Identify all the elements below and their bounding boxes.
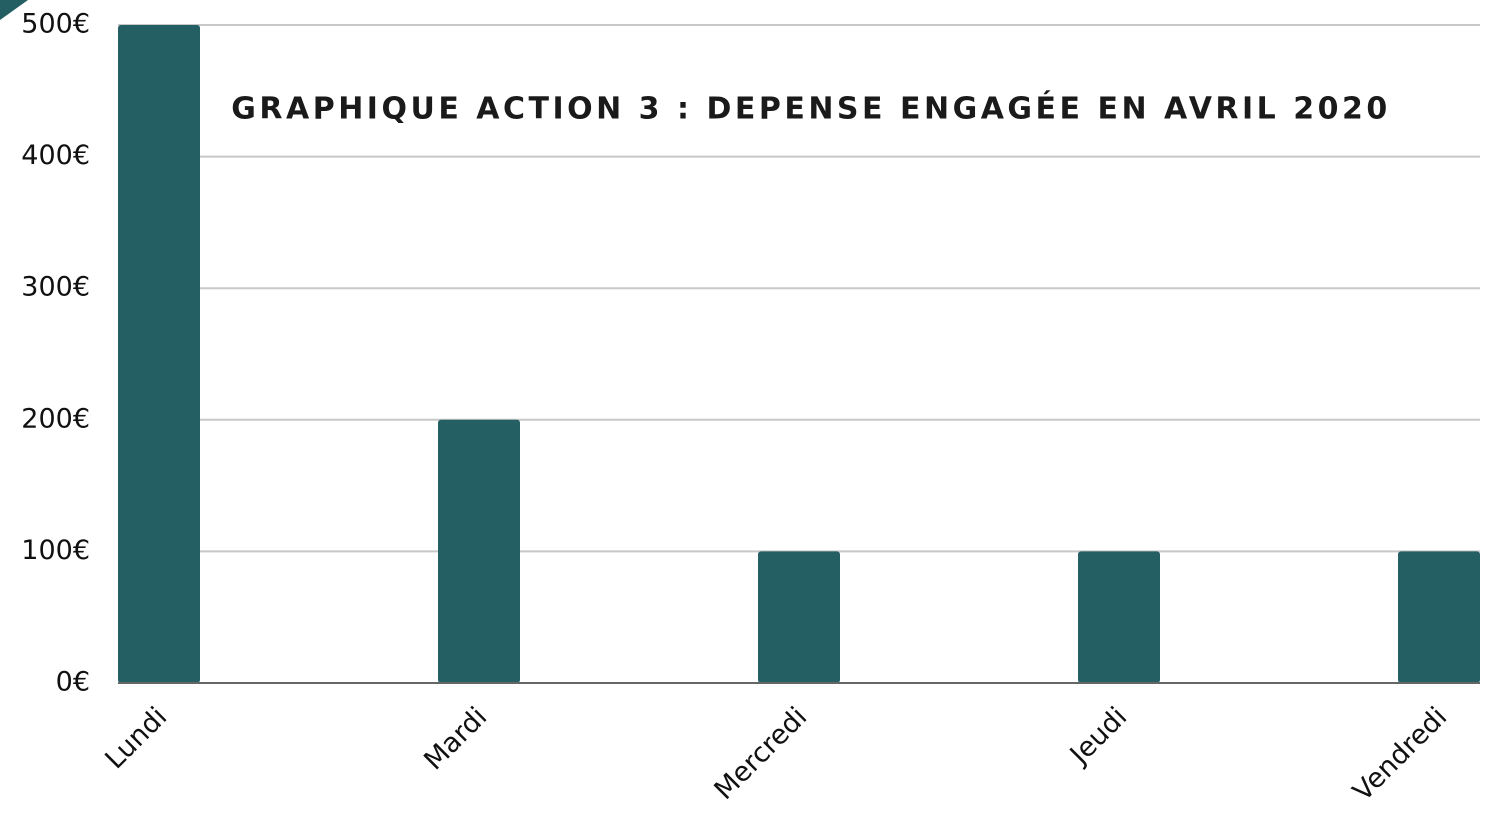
x-tick-label: Lundi bbox=[99, 701, 173, 775]
bar bbox=[1398, 551, 1480, 683]
bar bbox=[118, 25, 200, 683]
x-tick-label: Mardi bbox=[418, 701, 493, 776]
y-tick-label: 0€ bbox=[56, 667, 90, 698]
y-tick-label: 300€ bbox=[21, 272, 90, 303]
x-tick-label: Jeudi bbox=[1063, 701, 1133, 771]
bar bbox=[438, 419, 520, 683]
y-tick-label: 500€ bbox=[21, 9, 90, 40]
bar bbox=[1078, 551, 1160, 683]
chart-title: GRAPHIQUE ACTION 3 : DEPENSE ENGAGÉE EN … bbox=[231, 91, 1390, 127]
x-tick-label: Mercredi bbox=[709, 701, 814, 806]
corner-decoration bbox=[0, 0, 28, 20]
y-tick-label: 400€ bbox=[21, 140, 90, 171]
y-tick-label: 100€ bbox=[21, 535, 90, 566]
x-tick-label: Vendredi bbox=[1347, 701, 1453, 807]
bar bbox=[758, 551, 840, 683]
y-tick-label: 200€ bbox=[21, 403, 90, 434]
